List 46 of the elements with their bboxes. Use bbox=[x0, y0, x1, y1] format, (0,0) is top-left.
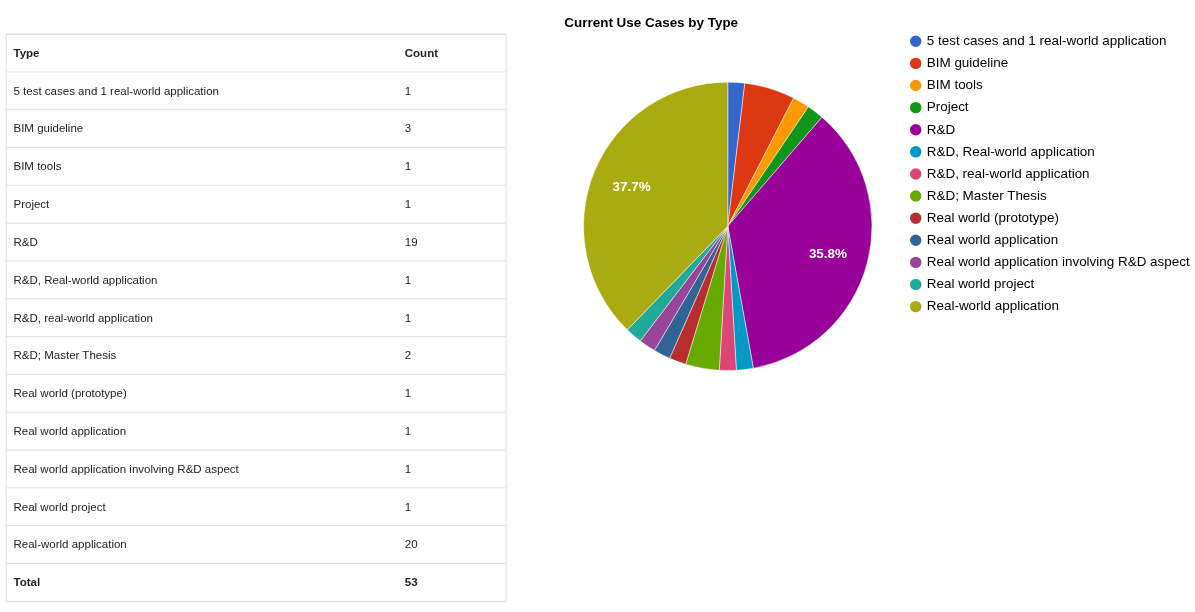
legend-label: R&D, real-world application bbox=[926, 165, 1090, 181]
text: 1 bbox=[404, 387, 412, 400]
text: 3 bbox=[404, 122, 412, 135]
legend-label: R&D bbox=[926, 121, 956, 137]
legend-label: Real world application bbox=[926, 232, 1059, 248]
text: 1 bbox=[404, 84, 412, 97]
text: 20 bbox=[404, 538, 418, 551]
text: 19 bbox=[404, 235, 418, 248]
legend-label: Real world project bbox=[926, 276, 1035, 292]
text: 1 bbox=[404, 500, 412, 513]
text: 2 bbox=[404, 349, 412, 362]
text: R&D; Master Thesis bbox=[13, 349, 117, 362]
legend-label: 5 test cases and 1 real-world application bbox=[926, 33, 1167, 49]
text: BIM guideline bbox=[13, 122, 84, 135]
legend-label: R&D; Master Thesis bbox=[926, 187, 1048, 203]
text: Real world project bbox=[13, 500, 107, 513]
text: Real world application bbox=[13, 424, 127, 437]
text: Real-world application bbox=[13, 538, 127, 551]
text: Type bbox=[13, 46, 41, 59]
legend-label: BIM guideline bbox=[926, 55, 1009, 71]
text: 1 bbox=[404, 462, 412, 475]
text: R&D bbox=[13, 235, 38, 248]
legend-label: Real world (prototype) bbox=[926, 210, 1059, 226]
data-label: 35.8% bbox=[808, 245, 848, 261]
legend-label: R&D, Real-world application bbox=[926, 143, 1095, 159]
text: R&D, Real-world application bbox=[13, 273, 158, 286]
text: 53 bbox=[404, 576, 418, 589]
legend-label: Project bbox=[926, 99, 969, 115]
text: 5 test cases and 1 real-world application bbox=[13, 84, 219, 97]
text: R&D, real-world application bbox=[13, 311, 153, 324]
data-label: 37.7% bbox=[612, 179, 651, 195]
text: Project bbox=[13, 198, 51, 211]
text: Total bbox=[13, 576, 41, 589]
text: Real world application involving R&D aspect bbox=[13, 462, 240, 475]
text: 1 bbox=[404, 160, 412, 173]
text: 1 bbox=[404, 424, 412, 437]
text: BIM tools bbox=[13, 160, 62, 173]
legend-label: Real world application involving R&D aspect bbox=[926, 254, 1190, 270]
text: 1 bbox=[404, 273, 412, 286]
text: 1 bbox=[404, 198, 412, 211]
text: Real world (prototype) bbox=[13, 387, 127, 400]
chart-title: Current Use Cases by Type bbox=[564, 15, 739, 31]
text: 1 bbox=[404, 311, 412, 324]
legend-label: Real-world application bbox=[926, 298, 1059, 314]
text: Count bbox=[404, 46, 439, 59]
legend-label: BIM tools bbox=[926, 77, 984, 93]
